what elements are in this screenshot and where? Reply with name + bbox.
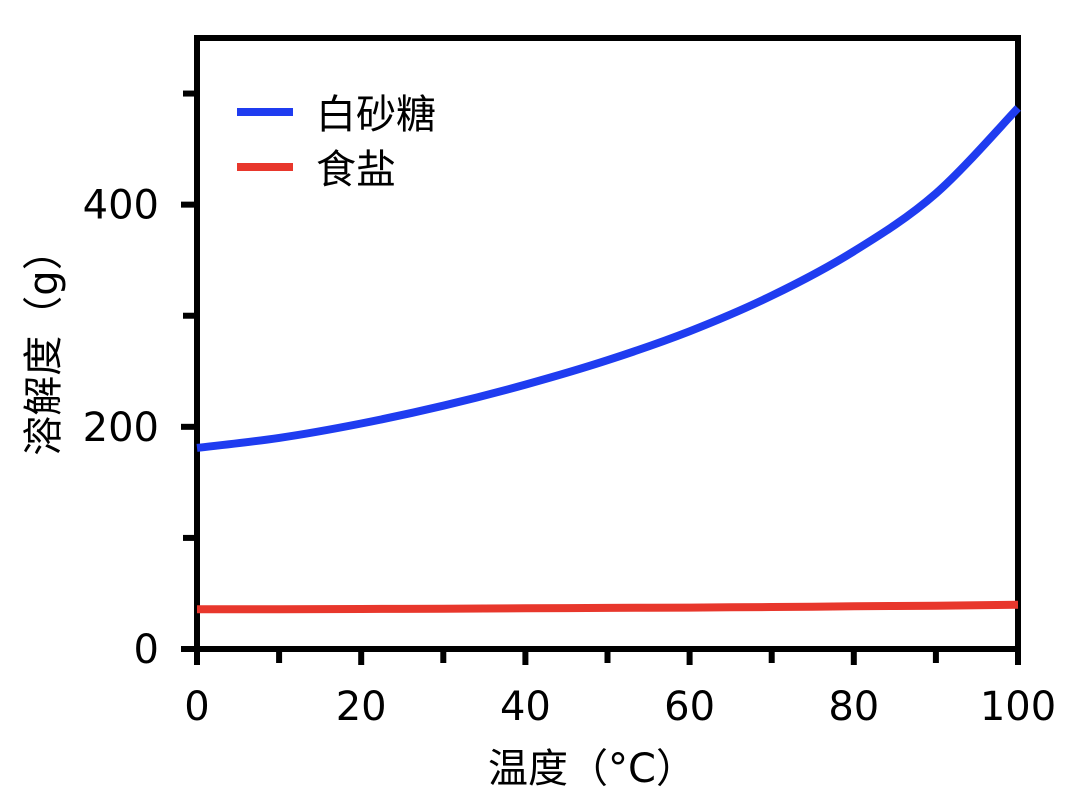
x-tick-label: 80	[828, 684, 879, 730]
x-tick-label: 0	[184, 684, 209, 730]
x-tick-label: 60	[664, 684, 715, 730]
legend-label-salt: 食盐	[316, 147, 396, 193]
y-tick-label: 0	[134, 627, 159, 673]
series-line-0	[196, 105, 1021, 452]
x-tick-label: 100	[980, 684, 1056, 730]
x-tick-label: 20	[336, 684, 387, 730]
legend: 白砂糖 食盐	[237, 92, 436, 193]
x-axis-title: 温度（°C）	[488, 746, 696, 792]
series-layer	[196, 105, 1021, 614]
x-tick-label: 40	[500, 684, 551, 730]
legend-label-sugar: 白砂糖	[316, 92, 436, 138]
y-tick-label: 200	[83, 405, 159, 451]
y-tick-label: 400	[83, 183, 159, 229]
y-axis-title: 溶解度（g）	[21, 230, 67, 455]
tick-layer: 0 20 40 60 80 100 0 200 400	[83, 90, 1056, 730]
series-line-1	[196, 600, 1019, 614]
